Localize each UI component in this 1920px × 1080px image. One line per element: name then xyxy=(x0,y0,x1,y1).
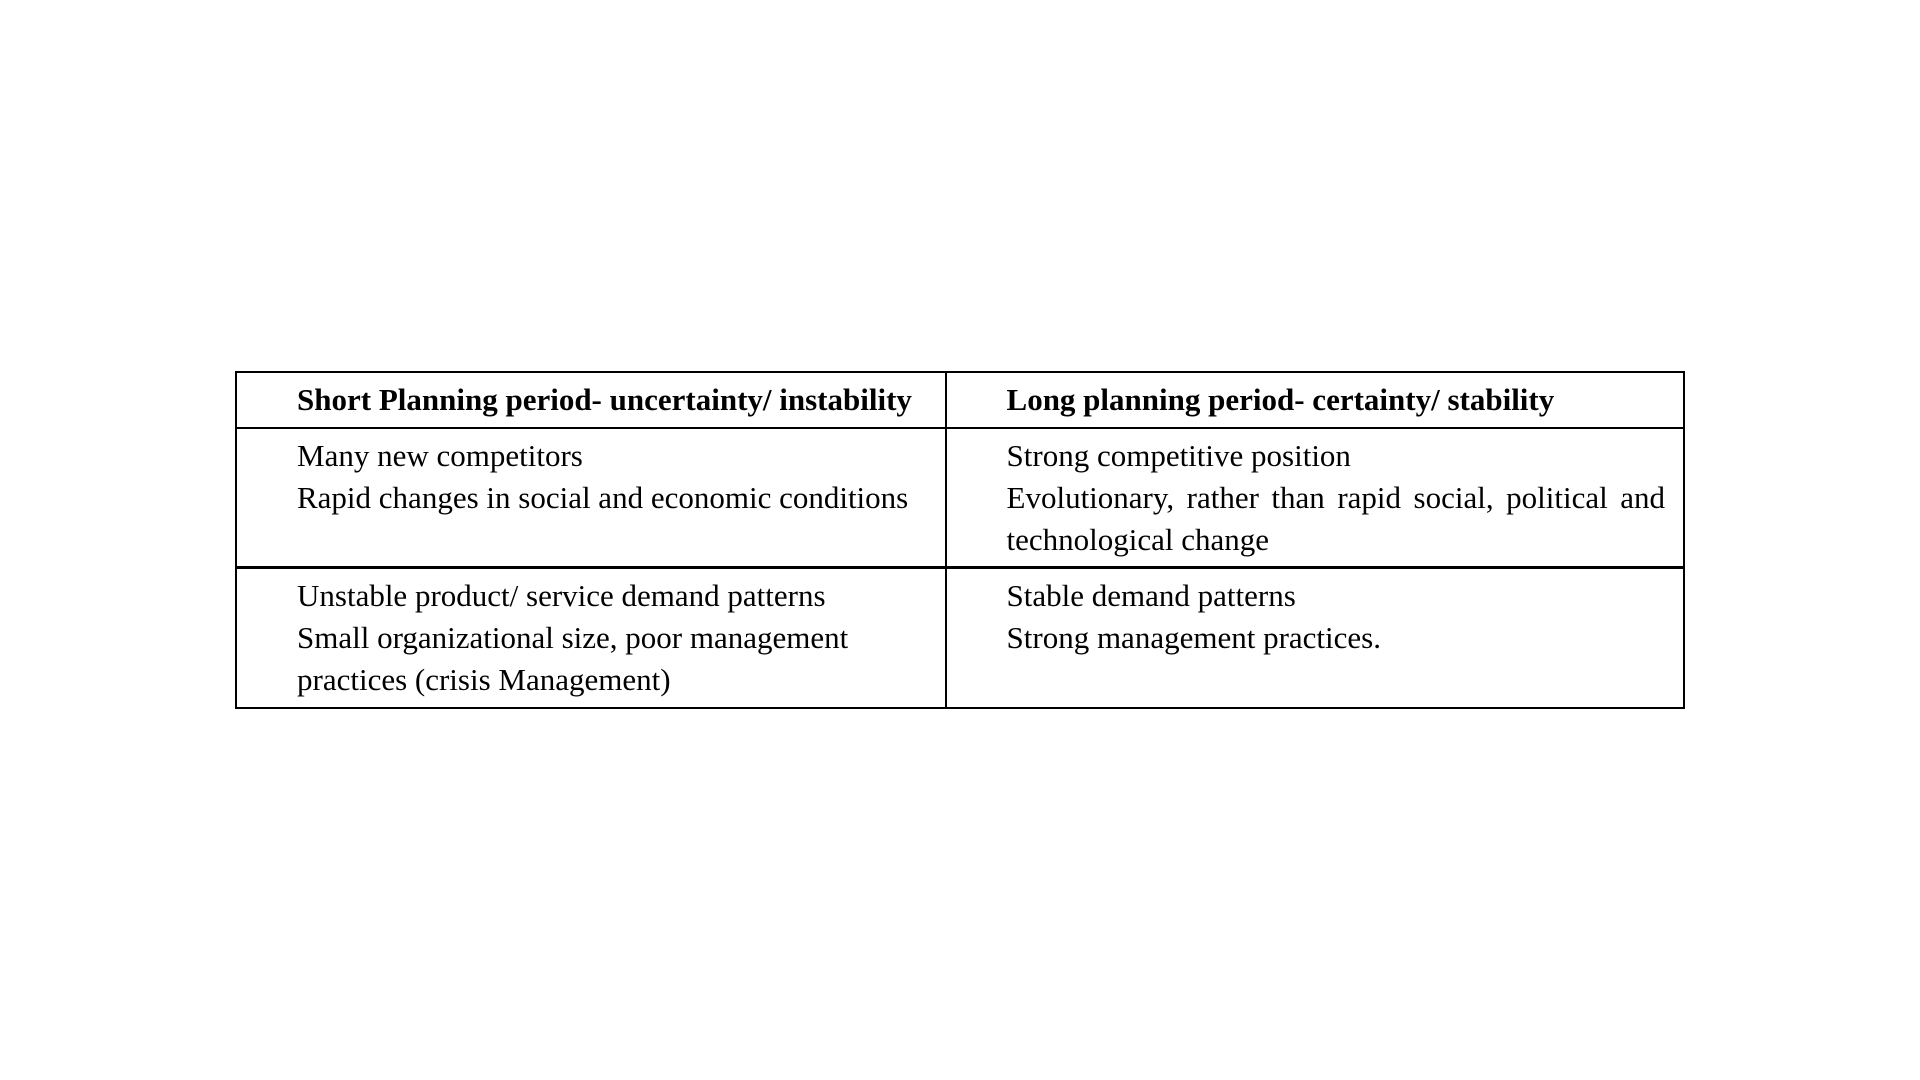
cell-short-row2: Unstable product/ service demand pattern… xyxy=(236,568,946,708)
table-row: Unstable product/ service demand pattern… xyxy=(236,568,1684,708)
cell-line: Strong management practices. xyxy=(1007,617,1665,659)
cell-line: Unstable product/ service demand pattern… xyxy=(297,575,927,617)
table-header-row: Short Planning period- uncertainty/ inst… xyxy=(236,372,1684,428)
comparison-table: Short Planning period- uncertainty/ inst… xyxy=(235,371,1685,709)
header-short-planning: Short Planning period- uncertainty/ inst… xyxy=(236,372,946,428)
cell-short-row1: Many new competitors Rapid changes in so… xyxy=(236,428,946,568)
header-long-planning: Long planning period- certainty/ stabili… xyxy=(946,372,1684,428)
cell-line: Many new competitors xyxy=(297,435,927,477)
cell-line: Stable demand patterns xyxy=(1007,575,1665,617)
cell-long-row1: Strong competitive position Evolutionary… xyxy=(946,428,1684,568)
cell-long-row2: Stable demand patterns Strong management… xyxy=(946,568,1684,708)
cell-line: Evolutionary, rather than rapid social, … xyxy=(1007,477,1665,561)
planning-period-table: Short Planning period- uncertainty/ inst… xyxy=(235,371,1685,709)
cell-line: Small organizational size, poor manageme… xyxy=(297,617,927,701)
cell-line: Strong competitive position xyxy=(1007,435,1665,477)
table-row: Many new competitors Rapid changes in so… xyxy=(236,428,1684,568)
cell-line: Rapid changes in social and economic con… xyxy=(297,477,927,519)
